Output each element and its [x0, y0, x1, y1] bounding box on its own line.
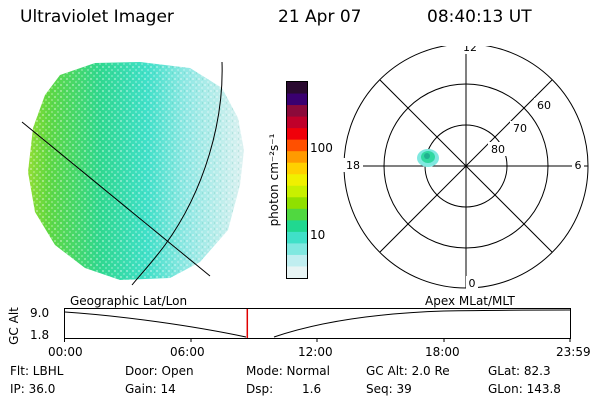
glon-info: GLon: 143.8 [488, 382, 561, 396]
ip-info: IP: 36.0 [10, 382, 56, 396]
tick-2359: 23:59 [556, 345, 591, 359]
timeline-left-title: Geographic Lat/Lon [70, 294, 188, 308]
altitude-curve [64, 309, 571, 338]
colorbar-tick-10: 10 [310, 228, 326, 242]
time-label: 08:40:13 UT [427, 7, 532, 27]
seq-info: Seq: 39 [366, 382, 412, 396]
colorbar-band [287, 128, 307, 141]
timeline-right-title: Apex MLat/MLT [425, 294, 515, 308]
lat-label-60: 60 [537, 99, 551, 112]
colorbar-band [287, 174, 307, 187]
colorbar-tick-100: 100 [310, 141, 333, 155]
date-label: 21 Apr 07 [278, 7, 362, 27]
timeline-plot [64, 308, 571, 342]
tick-1200: 12:00 [298, 345, 333, 359]
colorbar-band [287, 139, 307, 152]
lat-label-80: 80 [491, 143, 505, 156]
mlt-label-18: 18 [346, 159, 360, 172]
lat-label-70: 70 [513, 122, 527, 135]
terminator-line [131, 61, 223, 286]
colorbar-unit-label: photon cm⁻²s⁻¹ [267, 133, 281, 227]
colorbar [286, 81, 308, 279]
glat-info: GLat: 82.3 [488, 364, 551, 378]
tick-0000: 00:00 [48, 345, 83, 359]
colorbar-band [287, 243, 307, 256]
colorbar-band [287, 162, 307, 175]
dsp-value: 1.6 [302, 382, 322, 396]
door-info: Door: Open [125, 364, 194, 378]
colorbar-band [287, 151, 307, 164]
tick-0600: 06:00 [170, 345, 205, 359]
colorbar-band [287, 197, 307, 210]
colorbar-band [287, 93, 307, 106]
meridian-line [21, 121, 211, 277]
colorbar-band [287, 185, 307, 198]
colorbar-band [287, 82, 307, 95]
dsp-label: Dsp: [246, 382, 274, 396]
colorbar-band [287, 220, 307, 233]
polar-aurora-spot [417, 149, 439, 167]
mlt-label-0: 0 [469, 277, 476, 290]
timeline-y-low: 1.8 [30, 328, 50, 342]
filter-info: Flt: LBHL [10, 364, 64, 378]
gain-info: Gain: 14 [125, 382, 176, 396]
colorbar-band [287, 231, 307, 244]
mlt-label-12: 12 [463, 46, 477, 54]
tick-1800: 18:00 [425, 345, 460, 359]
colorbar-band [287, 116, 307, 129]
app-title: Ultraviolet Imager [20, 7, 174, 27]
colorbar-band [287, 266, 307, 278]
polar-plot: 12 18 6 0 60 70 80 [343, 46, 589, 290]
mode-info: Mode: Normal [246, 364, 330, 378]
auroral-image [21, 61, 244, 286]
timeline-axis-label: GC Alt [7, 307, 21, 345]
mlt-label-6: 6 [575, 159, 582, 172]
colorbar-band [287, 208, 307, 221]
gc-alt-info: GC Alt: 2.0 Re [366, 364, 450, 378]
colorbar-band [287, 254, 307, 267]
colorbar-band [287, 105, 307, 118]
timeline-y-high: 9.0 [30, 306, 50, 320]
